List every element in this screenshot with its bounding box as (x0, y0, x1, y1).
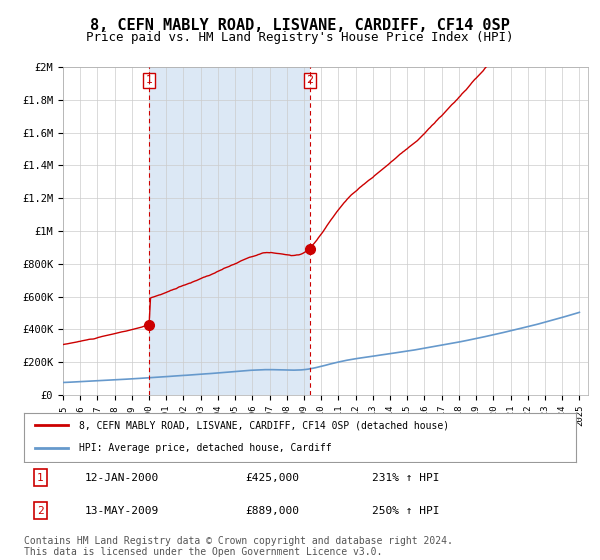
Text: 231% ↑ HPI: 231% ↑ HPI (372, 473, 439, 483)
Text: £425,000: £425,000 (245, 473, 299, 483)
Text: 8, CEFN MABLY ROAD, LISVANE, CARDIFF, CF14 0SP: 8, CEFN MABLY ROAD, LISVANE, CARDIFF, CF… (90, 18, 510, 33)
Bar (149, 67, 310, 395)
Text: 8, CEFN MABLY ROAD, LISVANE, CARDIFF, CF14 0SP (detached house): 8, CEFN MABLY ROAD, LISVANE, CARDIFF, CF… (79, 420, 449, 430)
Text: 2: 2 (37, 506, 44, 516)
Text: 2: 2 (306, 76, 313, 85)
Text: £889,000: £889,000 (245, 506, 299, 516)
Text: 250% ↑ HPI: 250% ↑ HPI (372, 506, 439, 516)
Text: 1: 1 (37, 473, 44, 483)
Text: 1: 1 (146, 76, 152, 85)
Text: Price paid vs. HM Land Registry's House Price Index (HPI): Price paid vs. HM Land Registry's House … (86, 31, 514, 44)
Text: HPI: Average price, detached house, Cardiff: HPI: Average price, detached house, Card… (79, 443, 332, 453)
Text: 13-MAY-2009: 13-MAY-2009 (85, 506, 159, 516)
Text: 12-JAN-2000: 12-JAN-2000 (85, 473, 159, 483)
Text: Contains HM Land Registry data © Crown copyright and database right 2024.
This d: Contains HM Land Registry data © Crown c… (24, 535, 453, 557)
